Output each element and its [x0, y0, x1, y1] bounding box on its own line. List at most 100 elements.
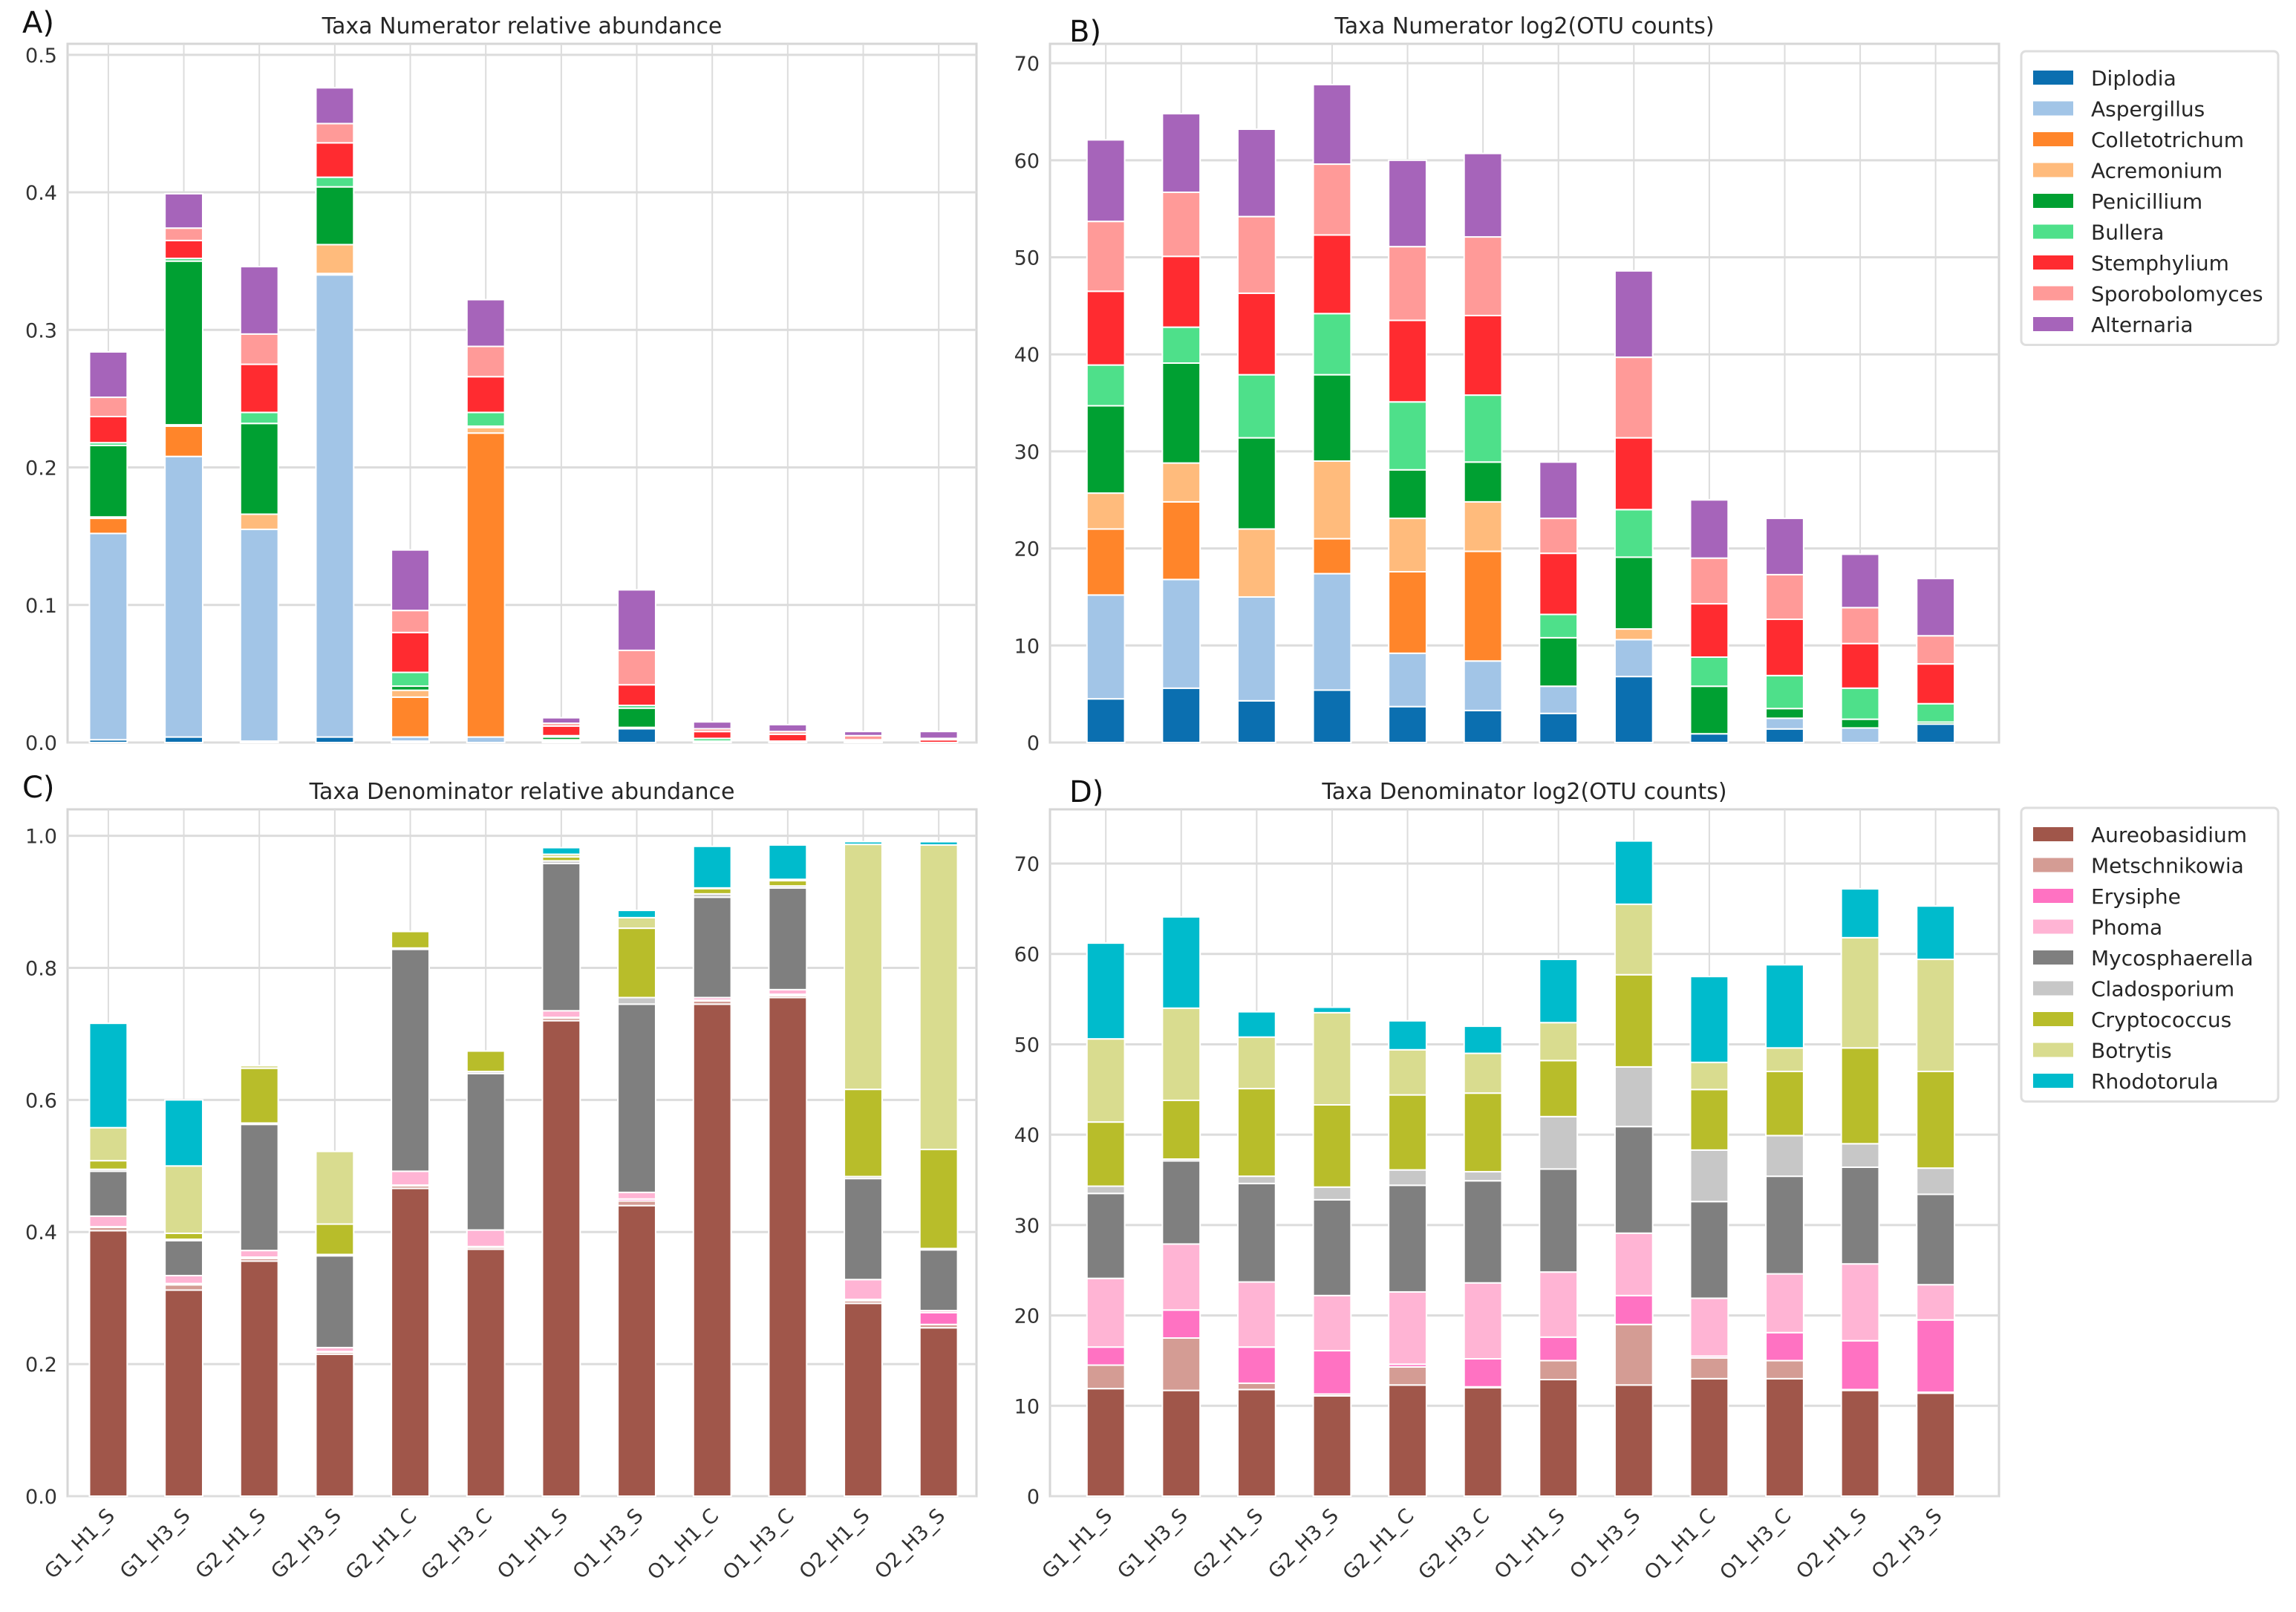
legend-swatch-erysiphe [2033, 889, 2073, 903]
bar-segment-sporobolomyces-g2_h3_c [1463, 236, 1503, 316]
bar-segment-cladosporium-o1_h1_s [1539, 1115, 1579, 1170]
bar-segment-penicillium-g2_h3_s [1312, 373, 1352, 462]
legend-label: Erysiphe [2091, 884, 2181, 909]
y-tick-label: 50 [1014, 247, 1040, 270]
bar-segment-acremonium-g1_h1_s [1086, 492, 1126, 530]
bar-segment-phoma-g1_h3_s [1161, 1243, 1201, 1311]
legend-label: Acremonium [2091, 159, 2222, 183]
bar-segment-sporobolomyces-o2_h1_s [1840, 607, 1880, 645]
bar-segment-rhodotorula-g1_h1_s [1086, 942, 1126, 1040]
legend-swatch-botrytis [2033, 1042, 2073, 1057]
bar-segment-phoma-g1_h3_s [164, 1274, 203, 1285]
bar-segment-aureobasidium-g2_h1_s [1236, 1389, 1276, 1498]
x-tick-label: G2_H1_S [192, 1504, 271, 1584]
bar-segment-erysiphe-o2_h3_s [919, 1311, 959, 1325]
bar-segment-rhodotorula-o2_h3_s [1916, 905, 1956, 961]
bar-segment-cryptococcus-o1_h3_s [617, 927, 656, 999]
bar-segment-mycosphaerella-g1_h3_s [1161, 1160, 1201, 1245]
bar-segment-metschnikowia-g1_h3_s [164, 1284, 203, 1291]
bar-segment-stemphylium-g2_h3_s [315, 142, 355, 178]
bar-segment-erysiphe-o1_h1_s [1539, 1336, 1579, 1362]
bar-segment-diplodia-o2_h3_s [1916, 723, 1956, 743]
panel-b: 0 10 20 30 40 50 60 70 Taxa Numerator log2(OTU c… [1014, 13, 2280, 755]
y-tick-label: 10 [1014, 1395, 1040, 1418]
bar-segment-alternaria-g1_h1_s [1086, 139, 1126, 223]
bar-segment-cryptococcus-o1_h3_c [768, 880, 808, 887]
bar-segment-stemphylium-o1_h1_c [692, 731, 732, 740]
bar-segment-aureobasidium-g2_h1_s [239, 1260, 279, 1497]
bar-segment-stemphylium-o1_h3_s [1614, 437, 1654, 511]
bar-segment-cladosporium-g2_h1_s [1236, 1175, 1276, 1184]
bar-segment-aureobasidium-g1_h1_s [1086, 1388, 1126, 1497]
bar-segment-sporobolomyces-g2_h1_c [391, 610, 430, 633]
bar-segment-bullera-g2_h3_c [466, 411, 506, 427]
bar-segment-aureobasidium-o1_h1_c [692, 1003, 732, 1497]
bar-segment-alternaria-o1_h1_c [1689, 499, 1729, 559]
y-tick-label: 50 [1014, 1034, 1040, 1057]
bar-segment-stemphylium-g1_h3_s [1161, 255, 1201, 328]
y-tick-label: 30 [1014, 441, 1040, 464]
panel-d: 010203040506070G1_H1_SG1_H3_SG2_H1_SG2_H… [1014, 775, 2280, 1585]
bar-segment-mycosphaerella-o2_h1_s [844, 1178, 883, 1281]
legend-label: Aspergillus [2091, 97, 2205, 122]
x-tick-label: G2_H3_S [1264, 1504, 1343, 1584]
y-tick-label: 0.2 [25, 1354, 57, 1377]
bar-segment-stemphylium-o2_h1_s [1840, 642, 1880, 689]
legend-swatch-colletotrichum [2033, 132, 2073, 146]
bar-segment-colletotrichum-g1_h1_s [1086, 528, 1126, 596]
bar-segment-phoma-o2_h3_s [1916, 1284, 1956, 1321]
bar-segment-bullera-g2_h3_s [1312, 313, 1352, 376]
bar-segment-bullera-o1_h3_s [1614, 509, 1654, 558]
bar-segment-aspergillus-o1_h3_s [1614, 639, 1654, 678]
bar-segment-acremonium-g2_h3_s [1312, 460, 1352, 540]
y-tick-label: 0.2 [25, 457, 57, 480]
x-tick-label: O1_H1_C [643, 1504, 723, 1585]
y-tick-label: 0.0 [25, 732, 57, 755]
bar-segment-aspergillus-g1_h3_s [1161, 578, 1201, 689]
bar-segment-phoma-o1_h3_s [1614, 1232, 1654, 1296]
bar-segment-mycosphaerella-o1_h3_c [768, 887, 808, 991]
bar-segment-metschnikowia-o1_h1_s [1539, 1360, 1579, 1380]
legend-swatch-sporobolomyces [2033, 286, 2073, 301]
bar-segment-rhodotorula-g2_h1_s [1236, 1011, 1276, 1038]
y-tick-label: 1.0 [25, 826, 57, 849]
panel-label: A) [22, 6, 54, 40]
bar-segment-erysiphe-g1_h1_s [1086, 1346, 1126, 1366]
bar-segment-colletotrichum-g2_h1_c [391, 696, 430, 738]
bar-segment-sporobolomyces-g1_h3_s [1161, 191, 1201, 258]
bar-segment-rhodotorula-o1_h3_c [768, 844, 808, 881]
x-tick-label: G1_H3_S [1113, 1504, 1193, 1584]
bar-segment-acremonium-g2_h1_c [391, 689, 430, 698]
bar-segment-diplodia-o1_h3_c [1765, 728, 1804, 743]
bar-segment-stemphylium-g2_h1_c [1388, 319, 1427, 403]
legend-swatch-aspergillus [2033, 101, 2073, 116]
bar-segment-phoma-g2_h3_s [1312, 1294, 1352, 1352]
bar-segment-cryptococcus-g2_h1_s [1236, 1088, 1276, 1178]
bar-segment-diplodia-g2_h1_s [1236, 699, 1276, 744]
bar-segment-aspergillus-g2_h1_c [1388, 652, 1427, 708]
legend-swatch-rhodotorula [2033, 1074, 2073, 1088]
bar-segment-phoma-g2_h1_c [1388, 1290, 1427, 1365]
bar-segment-penicillium-g1_h3_s [164, 260, 203, 426]
bar-segment-cryptococcus-g2_h3_s [1312, 1103, 1352, 1188]
y-tick-label: 40 [1014, 1124, 1040, 1147]
bar-segment-mycosphaerella-g2_h1_c [391, 948, 430, 1172]
bar-segment-metschnikowia-o1_h3_s [1614, 1323, 1654, 1386]
bar-segment-mycosphaerella-o1_h1_c [1689, 1201, 1729, 1299]
bar-segment-stemphylium-g2_h1_s [1236, 292, 1276, 376]
panel-label: D) [1069, 775, 1103, 809]
legend-swatch-bullera [2033, 224, 2073, 239]
bar-segment-cryptococcus-g1_h1_s [88, 1160, 128, 1170]
bar-segment-rhodotorula-o2_h1_s [844, 841, 883, 846]
bar-segment-erysiphe-g2_h1_s [1236, 1346, 1276, 1384]
bar-segment-botrytis-o2_h3_s [1916, 959, 1956, 1072]
bar-segment-acremonium-g2_h1_s [239, 513, 279, 530]
chart-title: Taxa Numerator log2(OTU counts) [1334, 13, 1714, 39]
bar-segment-phoma-g2_h1_s [239, 1250, 279, 1259]
bar-segment-metschnikowia-o1_h1_c [1689, 1357, 1729, 1380]
bar-segment-mycosphaerella-g2_h1_s [1236, 1182, 1276, 1283]
legend-label: Phoma [2091, 916, 2162, 940]
bar-segment-mycosphaerella-o1_h1_s [1539, 1168, 1579, 1273]
bar-segment-stemphylium-g2_h3_c [1463, 314, 1503, 397]
bar-segment-penicillium-o1_h1_c [1689, 685, 1729, 735]
